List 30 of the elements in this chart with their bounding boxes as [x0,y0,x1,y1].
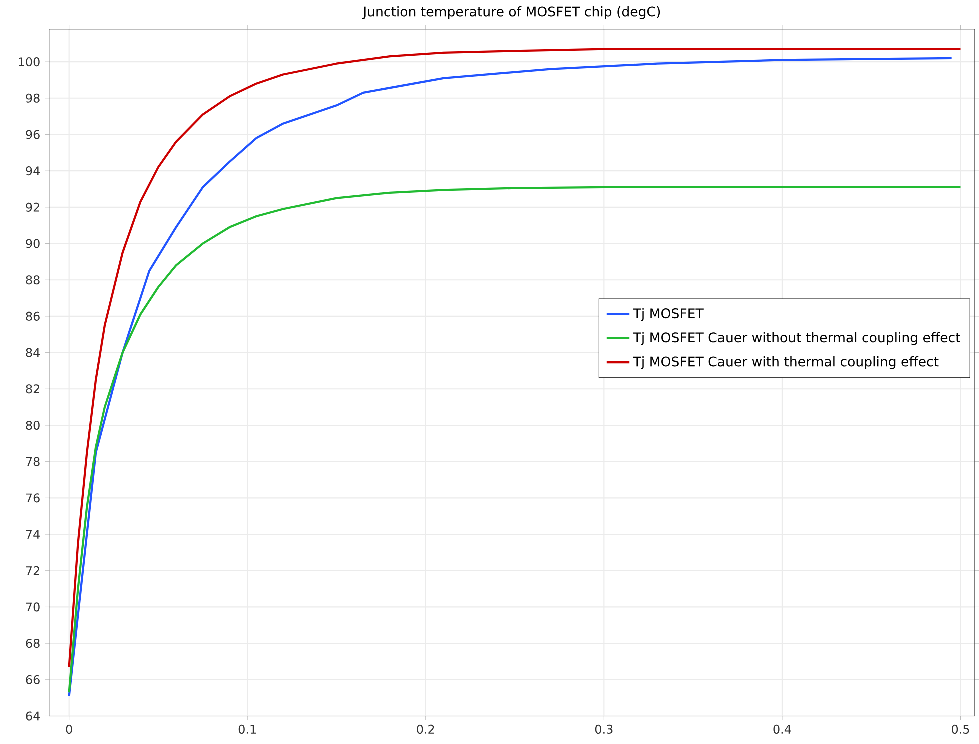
y-tick-label: 80 [26,420,40,430]
x-tick-label: 0.3 [595,724,613,734]
x-tick-label: 0 [66,724,72,734]
y-tick-label: 92 [26,202,40,212]
legend-label: Tj MOSFET Cauer with thermal coupling effect [633,356,939,370]
y-tick-label: 94 [26,166,40,176]
line-series [68,186,962,694]
y-tick-label: 70 [26,602,40,612]
legend-label: Tj MOSFET Cauer without thermal coupling effect [633,332,960,346]
y-tick-label: 84 [26,348,40,358]
y-tick-label: 88 [26,275,40,285]
legend-label: Tj MOSFET [633,308,704,322]
y-tick-label: 76 [26,494,40,503]
y-tick-label: 82 [26,384,40,394]
y-tick-label: 64 [26,712,40,721]
x-tick-label: 0.4 [774,724,792,734]
chart-title: Junction temperature of MOSFET chip (degC) [362,6,660,20]
y-tick-label: 90 [26,239,40,248]
x-tick-label: 0.2 [417,724,434,734]
y-tick-label: 100 [19,57,40,66]
x-tick-label: 0.1 [238,724,256,734]
y-tick-label: 68 [26,638,40,648]
y-tick-label: 72 [26,566,40,576]
y-tick-label: 74 [26,530,40,539]
y-tick-label: 78 [26,457,40,466]
y-tick-label: 66 [26,675,40,684]
y-tick-label: 96 [26,130,40,140]
y-tick-label: 86 [26,312,40,321]
y-tick-label: 98 [26,94,40,103]
x-tick-label: 0.5 [952,724,970,734]
